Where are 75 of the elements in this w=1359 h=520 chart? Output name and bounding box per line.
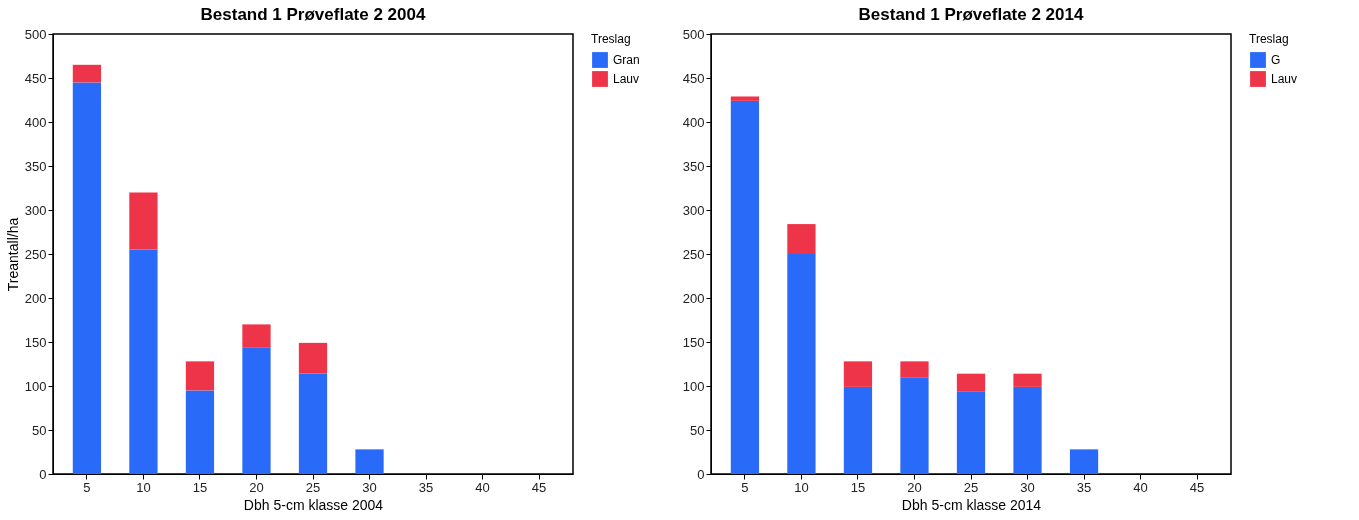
y-tick-label: 450 [682,70,705,86]
y-tick-label: 500 [24,26,47,42]
x-tick-label: 40 [475,479,490,495]
x-tick-label: 30 [362,479,377,495]
bar [242,347,271,474]
y-tick-label: 300 [24,202,47,218]
bar [72,82,102,474]
y-tick-label: 400 [682,114,705,130]
legend-label: Lauv [1271,72,1298,86]
x-tick-label: 15 [192,479,208,495]
bar [900,377,929,474]
y-tick-label: 100 [682,378,705,394]
y-tick-label: 0 [39,466,47,482]
x-tick-label: 25 [963,479,979,495]
y-tick-label: 150 [24,334,47,350]
chart-title: Bestand 1 Prøveflate 2 2014 [858,5,1084,24]
y-tick-label: 100 [24,378,47,394]
y-tick-label: 0 [697,466,705,482]
bar [1069,449,1099,474]
x-tick-label: 35 [1076,479,1092,495]
y-tick-label: 400 [24,114,47,130]
y-tick-label: 500 [682,26,705,42]
legend-label: Lauv [613,72,640,86]
y-tick-label: 50 [690,422,705,438]
y-tick-label: 450 [24,70,47,86]
bar [730,100,760,474]
x-tick-label: 40 [1133,479,1148,495]
bar [843,386,873,474]
bar [956,391,986,474]
y-tick-label: 250 [24,246,47,262]
x-tick-label: 25 [305,479,321,495]
bar [129,192,158,250]
bar [730,96,760,101]
x-tick-label: 20 [249,479,264,495]
bar [956,373,986,392]
y-tick-label: 200 [682,290,705,306]
bar [787,254,816,474]
x-tick-label: 10 [794,479,809,495]
bar [1013,373,1042,387]
x-tick-label: 10 [136,479,151,495]
x-axis-title: Dbh 5-cm klasse 2004 [243,496,384,513]
legend-title: Treslag [591,32,631,46]
x-axis-title: Dbh 5-cm klasse 2014 [901,496,1042,513]
y-tick-label: 300 [682,202,705,218]
bar [843,361,873,387]
bar [185,361,215,391]
x-tick-label: 5 [741,479,749,495]
y-tick-label: 50 [32,422,47,438]
y-tick-label: 150 [682,334,705,350]
bar [1013,386,1042,474]
x-tick-label: 15 [850,479,866,495]
x-tick-label: 30 [1020,479,1035,495]
bar [72,64,102,83]
bar [355,449,384,474]
x-tick-label: 45 [1189,479,1205,495]
bar [900,361,929,378]
x-tick-label: 35 [418,479,434,495]
chart-title: Bestand 1 Prøveflate 2 2004 [200,5,426,24]
y-tick-label: 200 [24,290,47,306]
bar [787,224,816,254]
x-tick-label: 5 [83,479,91,495]
bar [129,249,158,474]
bar [185,390,215,474]
bar [298,342,328,374]
x-tick-label: 45 [531,479,547,495]
y-axis-title: Treantall/ha [4,217,21,292]
bar [242,324,271,348]
y-tick-label: 350 [24,158,47,174]
y-tick-label: 250 [682,246,705,262]
bar [298,373,328,474]
x-tick-label: 20 [907,479,922,495]
legend-label: G [1271,53,1281,67]
y-tick-label: 350 [682,158,705,174]
legend-label: Gran [613,53,640,67]
legend-title: Treslag [1249,32,1289,46]
